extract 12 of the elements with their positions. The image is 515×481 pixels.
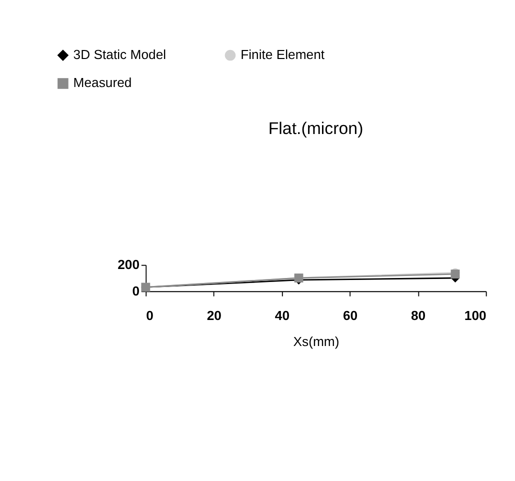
y-tick-label: 200 (118, 257, 140, 272)
x-tick-label: 0 (146, 308, 154, 323)
x-tick-label: 40 (274, 308, 290, 323)
legend-label: Measured (73, 75, 132, 90)
x-axis-title: Xs(mm) (293, 334, 340, 350)
legend-label: Finite Element (240, 47, 325, 62)
x-tick-label: 100 (464, 308, 486, 323)
x-tick-label: 20 (206, 308, 222, 323)
x-tick-label: 80 (410, 308, 426, 323)
legend-label: 3D Static Model (73, 47, 166, 62)
x-tick-label: 60 (342, 308, 358, 323)
chart-title: Flat.(micron) (268, 119, 364, 138)
